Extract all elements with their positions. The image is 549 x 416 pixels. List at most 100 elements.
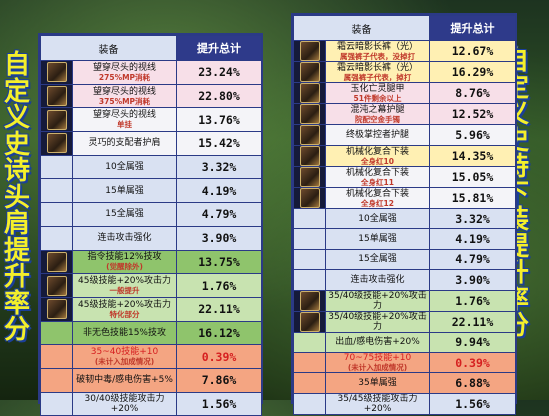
boost-value: 4.19% bbox=[176, 178, 262, 204]
shoulder-armor-icon bbox=[46, 251, 67, 272]
table-row: 35~40技能+10 (未计入加成情况) 0.39% bbox=[40, 344, 262, 369]
gear-icon-cell bbox=[293, 248, 326, 271]
gear-name-cell: 35单属强 bbox=[325, 372, 430, 394]
table-row: 望穿尽头的视线 275%MP消耗 23.24% bbox=[40, 60, 262, 85]
gear-name-cell: 霜云暗影长裤（光） 属强裤子代表，没掉打 bbox=[325, 40, 430, 62]
gear-name: 终极掌控者护腿 bbox=[345, 130, 409, 140]
shoulder-armor-icon bbox=[46, 133, 67, 154]
title-char: 诗 bbox=[3, 156, 30, 186]
gear-name-cell: 连击攻击强化 bbox=[325, 269, 430, 291]
table-row: 45级技能+20%攻击力 特化部分 22.11% bbox=[40, 296, 262, 322]
gear-name-cell: 霜云暗影长裤（光） 属强裤子代表，掉打 bbox=[325, 61, 430, 83]
pants-armor-icon bbox=[299, 167, 320, 187]
shoulder-armor-icon bbox=[46, 275, 67, 296]
gear-column-header: 装备 bbox=[293, 15, 430, 41]
table-header-row: 装备 提升总计 bbox=[293, 15, 516, 41]
gear-icon-cell bbox=[40, 202, 73, 227]
boost-value: 3.90% bbox=[176, 225, 262, 251]
boost-value: 14.35% bbox=[429, 145, 516, 167]
gear-name-cell: 45级技能+20%攻击力 一般提升 bbox=[72, 273, 177, 298]
boost-value: 3.32% bbox=[429, 207, 516, 230]
gear-name: 望穿尽头的视线 bbox=[92, 86, 156, 97]
gear-note: 全身红11 bbox=[361, 177, 394, 187]
boost-value: 1.56% bbox=[176, 391, 262, 416]
table-row: 30/40级技能攻击力+20% 1.56% bbox=[40, 391, 262, 416]
pants-armor-icon bbox=[299, 104, 320, 124]
table-row: 玉化亡灵腿甲 51件剩余以上 8.76% bbox=[293, 82, 516, 104]
boost-value: 5.96% bbox=[429, 124, 516, 146]
gear-icon-cell bbox=[40, 83, 73, 109]
gear-icon-cell bbox=[293, 40, 326, 62]
gear-name-cell: 45级技能+20%攻击力 特化部分 bbox=[72, 296, 177, 322]
boost-value: 0.39% bbox=[176, 344, 262, 369]
gear-icon-cell bbox=[293, 269, 326, 291]
gear-name-cell: 30/40级技能攻击力+20% bbox=[72, 391, 177, 416]
gear-name-cell: 非无色技能15%技攻 bbox=[72, 320, 177, 346]
gear-name-cell: 破韧中毒/感电伤害+5% bbox=[72, 367, 177, 393]
gear-name-cell: 15单属强 bbox=[72, 178, 177, 204]
gear-name: 10全属强 bbox=[105, 162, 144, 173]
gear-name-cell: 望穿尽头的视线 单挂 bbox=[72, 107, 177, 133]
title-char: 头 bbox=[3, 182, 30, 213]
gear-note: (觉醒除外) bbox=[106, 262, 143, 272]
gear-name-cell: 出血/感电伤害+20% bbox=[325, 331, 430, 353]
gear-name: 15单属强 bbox=[105, 185, 144, 196]
gear-name: 35/40级技能+20%攻击力 bbox=[328, 290, 427, 311]
gear-icon-cell bbox=[40, 107, 73, 133]
boost-value: 4.79% bbox=[176, 202, 262, 227]
gear-name: 连击攻击强化 bbox=[97, 233, 152, 244]
title-char: 定 bbox=[3, 76, 30, 107]
gear-icon-cell bbox=[293, 392, 326, 415]
table-row: 70~75技能+10 (未计入加成情况) 0.39% bbox=[293, 351, 516, 374]
boost-value: 7.86% bbox=[176, 367, 262, 393]
gear-icon-cell bbox=[40, 367, 73, 393]
gear-note: 属强裤子代表，掉打 bbox=[343, 72, 412, 82]
gear-icon-cell bbox=[40, 320, 73, 346]
gear-name: 30/40级技能攻击力+20% bbox=[84, 393, 165, 414]
boost-value: 1.76% bbox=[429, 289, 516, 312]
gear-name: 破韧中毒/感电伤害+5% bbox=[76, 375, 173, 386]
gear-note: 一般提升 bbox=[109, 286, 140, 296]
gear-note: 375%MP消耗 bbox=[98, 96, 151, 106]
gear-name: 出血/感电伤害+20% bbox=[335, 337, 420, 348]
gear-name: 10全属强 bbox=[358, 213, 397, 224]
gear-name-cell: 指令技能12%技攻 (觉醒除外) bbox=[72, 249, 177, 275]
table-row: 15单属强 4.19% bbox=[293, 228, 516, 250]
boost-value: 22.11% bbox=[176, 296, 262, 322]
table-row: 15全属强 4.79% bbox=[40, 202, 262, 227]
gear-icon-cell bbox=[293, 103, 326, 125]
table-row: 非无色技能15%技攻 16.12% bbox=[40, 320, 262, 346]
gear-icon-cell bbox=[40, 273, 73, 298]
gear-name-cell: 玉化亡灵腿甲 51件剩余以上 bbox=[325, 82, 430, 104]
gear-icon-cell bbox=[293, 331, 326, 353]
boost-column-header: 提升总计 bbox=[176, 35, 262, 61]
table-row: 10全属强 3.32% bbox=[40, 154, 262, 180]
gear-name-cell: 15全属强 bbox=[72, 202, 177, 227]
gear-icon-cell bbox=[40, 391, 73, 416]
table-row: 连击攻击强化 3.90% bbox=[293, 269, 516, 291]
boost-value: 0.39% bbox=[429, 351, 516, 374]
gear-name-cell: 机械化复合下装 全身红11 bbox=[325, 166, 430, 188]
gear-icon-cell bbox=[40, 225, 73, 251]
shoulder-armor-icon bbox=[46, 299, 67, 320]
pants-gear-table: 装备 提升总计 霜云暗影长裤（光） 属强裤子代表，没掉打 12.67% 霜云暗影长裤（… bbox=[293, 15, 516, 415]
pants-armor-icon bbox=[299, 146, 320, 166]
gear-note: 单挂 bbox=[117, 120, 132, 130]
gear-name-cell: 10全属强 bbox=[325, 207, 430, 230]
gear-name-cell: 望穿尽头的视线 275%MP消耗 bbox=[72, 60, 177, 85]
boost-value: 4.19% bbox=[429, 228, 516, 250]
title-char: 提 bbox=[3, 235, 30, 266]
table-row: 连击攻击强化 3.90% bbox=[40, 225, 262, 251]
gear-name: 35单属强 bbox=[358, 378, 397, 389]
table-row: 望穿尽头的视线 单挂 13.76% bbox=[40, 107, 262, 133]
boost-value: 23.24% bbox=[176, 60, 262, 85]
shoulder-gear-table: 装备 提升总计 望穿尽头的视线 275%MP消耗 23.24% 望穿尽头的视线 375%… bbox=[40, 35, 262, 416]
gear-name-cell: 混沌之幕护腿 院配空金手镯 bbox=[325, 103, 430, 125]
gear-name: 灵巧的支配者护肩 bbox=[88, 138, 161, 149]
pants-armor-icon bbox=[299, 41, 320, 61]
gear-icon-cell bbox=[40, 131, 73, 156]
table-row: 10全属强 3.32% bbox=[293, 207, 516, 230]
table-row: 35单属强 6.88% bbox=[293, 372, 516, 394]
shoulder-armor-icon bbox=[46, 86, 67, 107]
gear-note: 特化部分 bbox=[109, 309, 140, 319]
